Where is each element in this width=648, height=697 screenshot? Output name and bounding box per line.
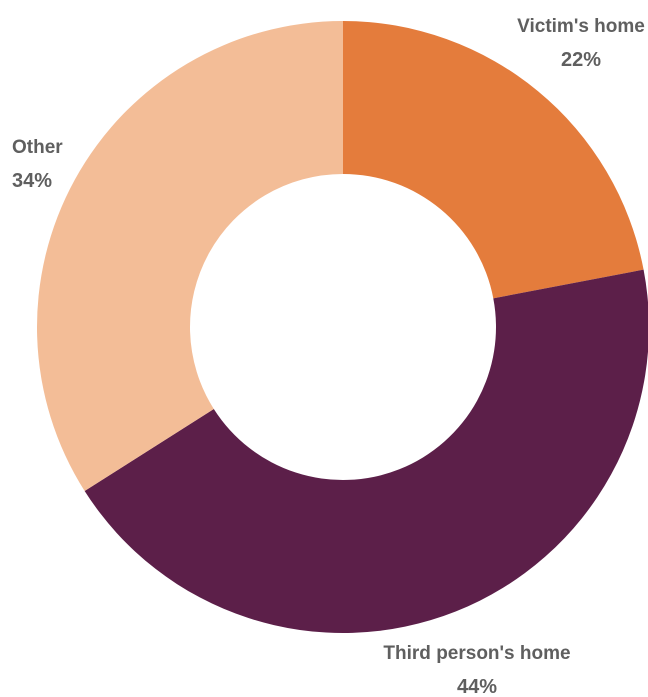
slice-value-victim-s-home: 22% bbox=[561, 49, 601, 71]
slice-label-third-person-s-home: Third person's home bbox=[383, 643, 570, 664]
slice-value-other: 34% bbox=[12, 170, 52, 192]
slice-value-third-person-s-home: 44% bbox=[457, 676, 497, 697]
slice-third-person-s-home bbox=[84, 269, 648, 633]
slice-label-victim-s-home: Victim's home bbox=[517, 16, 645, 37]
slice-label-other: Other bbox=[12, 137, 63, 158]
slice-victim-s-home bbox=[343, 21, 644, 299]
slices-group bbox=[37, 21, 648, 633]
slice-other bbox=[37, 21, 344, 491]
labels-group: Victim's home 22% Third person's home 44% Ot… bbox=[12, 16, 645, 697]
